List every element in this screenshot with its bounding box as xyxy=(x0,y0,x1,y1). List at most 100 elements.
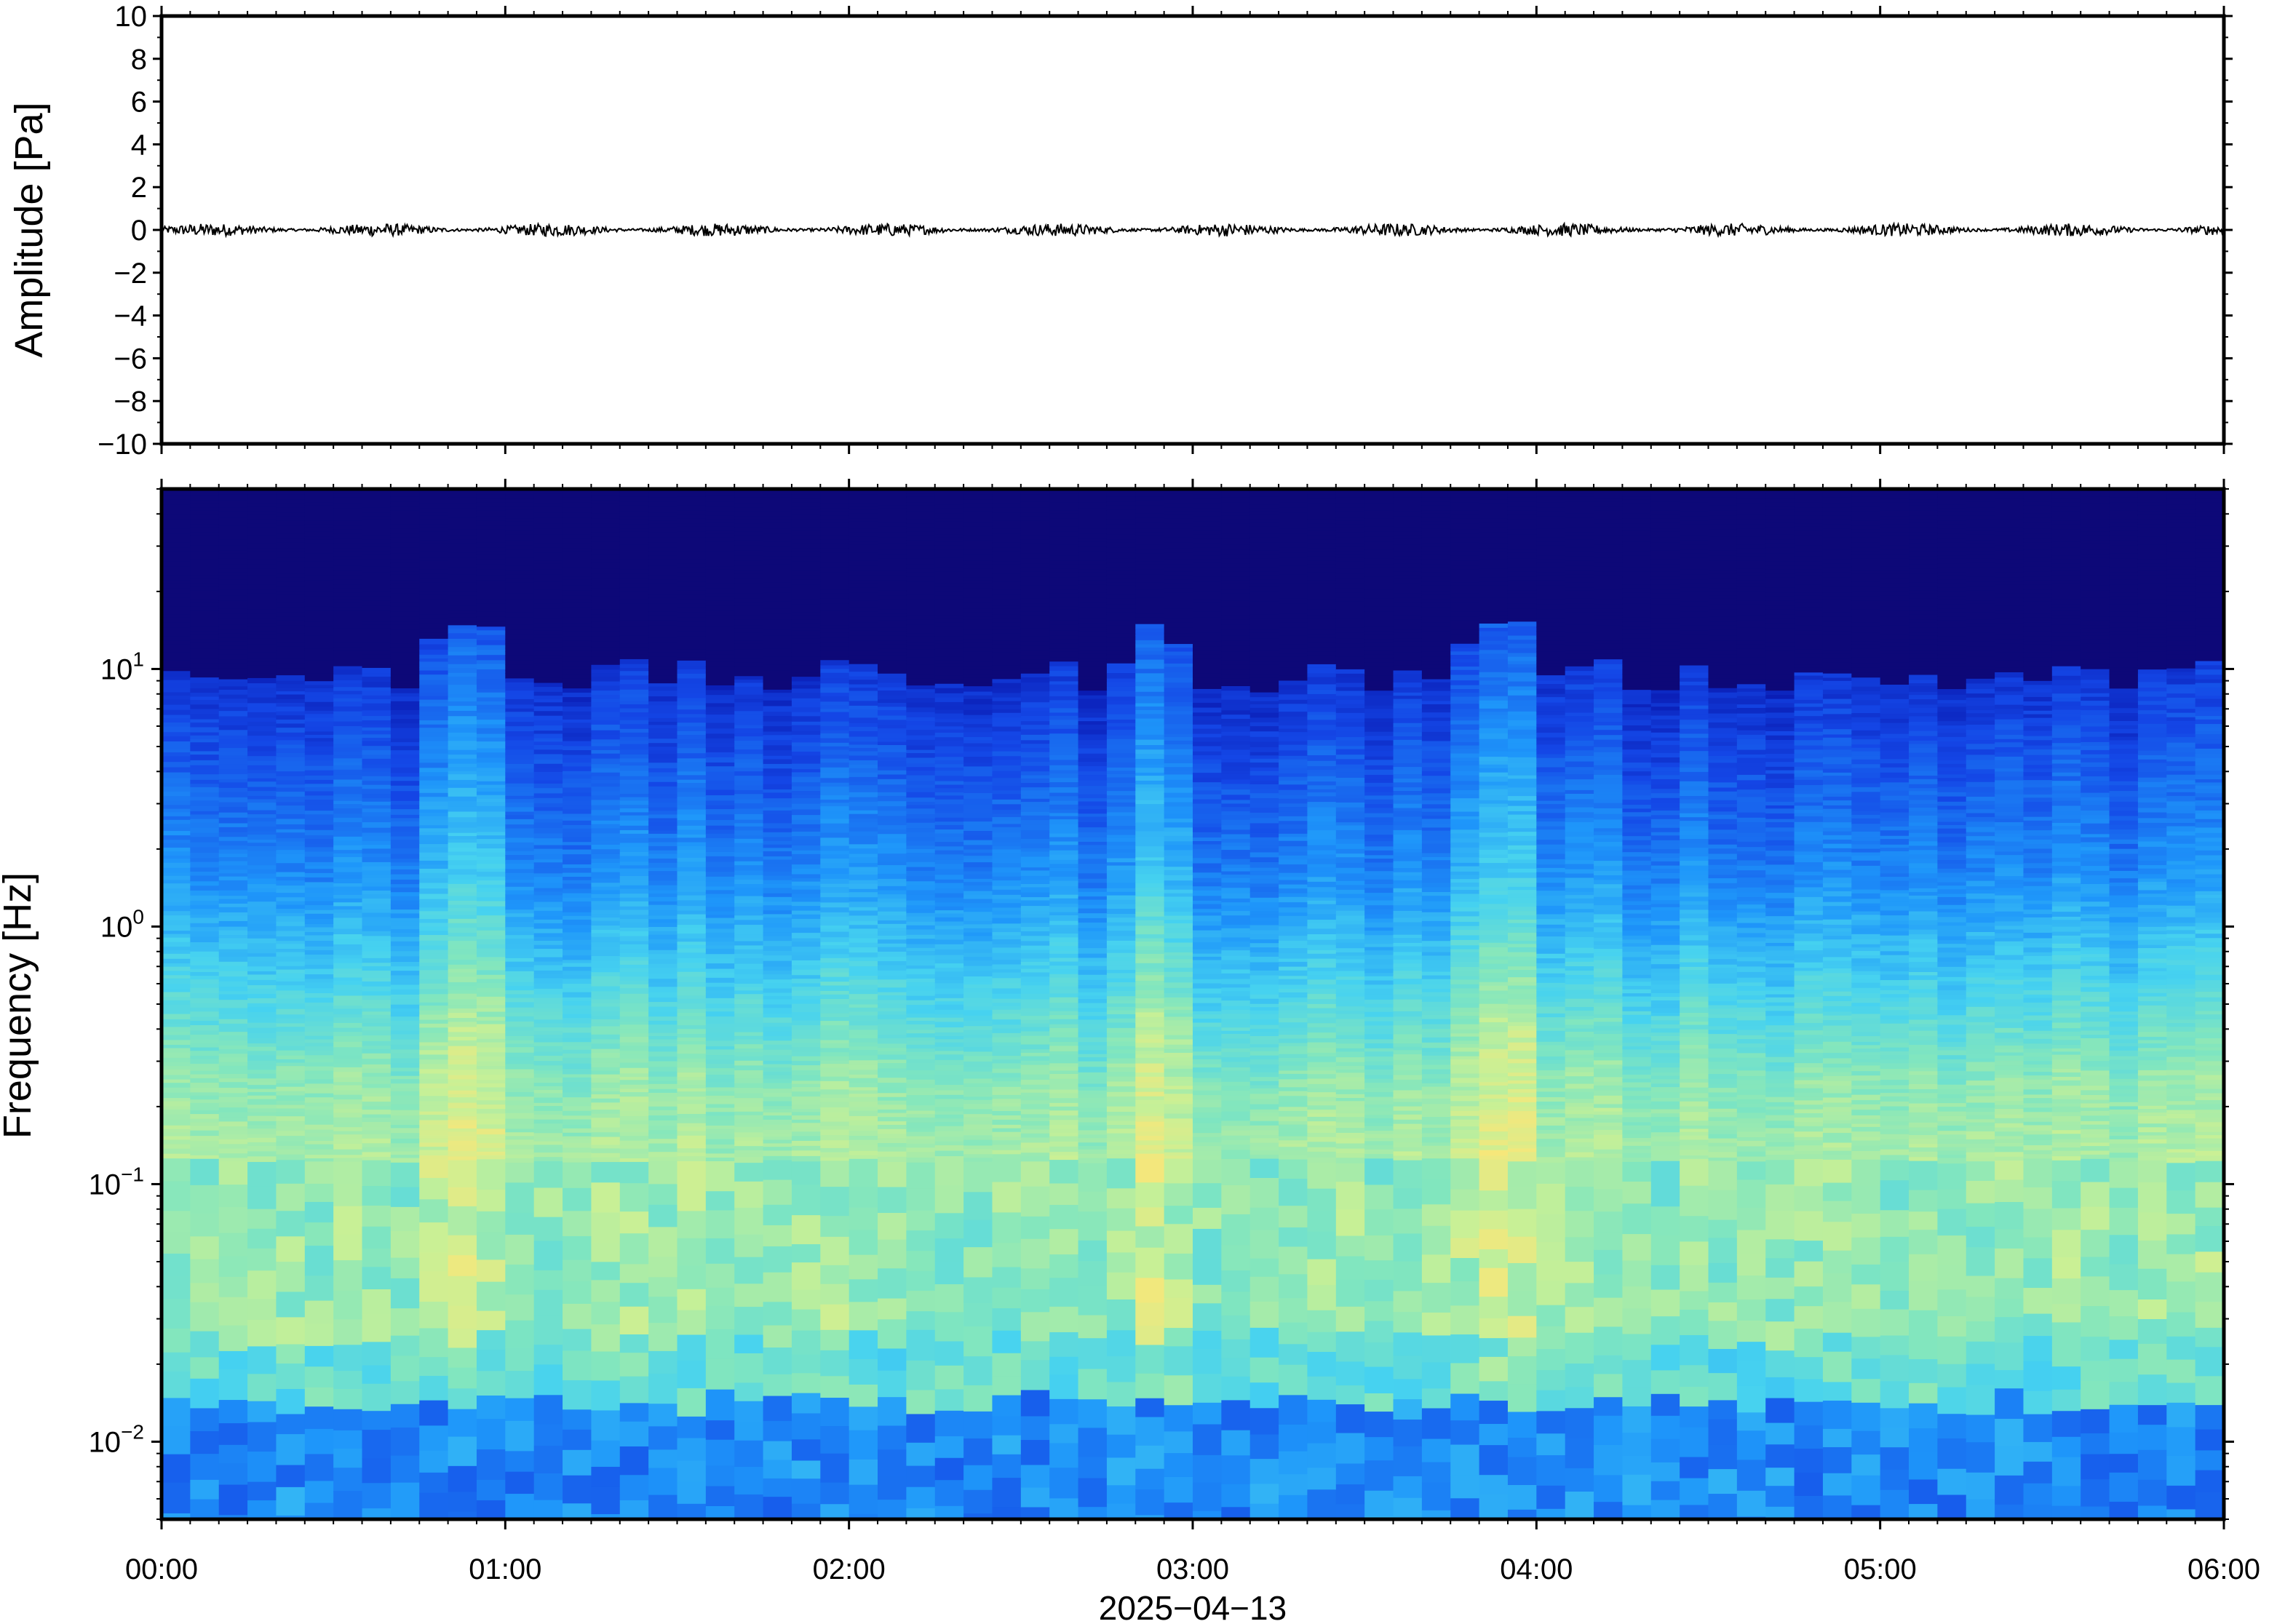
spectrogram-cell xyxy=(390,1119,420,1126)
spectrogram-cell xyxy=(276,829,306,833)
spectrogram-cell xyxy=(734,1013,764,1018)
spectrogram-cell xyxy=(190,696,220,701)
spectrogram-cell xyxy=(190,837,220,843)
spectrogram-cell xyxy=(304,901,334,906)
spectrogram-cell xyxy=(906,721,936,726)
spectrogram-cell xyxy=(619,559,649,565)
spectrogram-cell xyxy=(476,692,506,698)
spectrogram-cell xyxy=(619,1306,649,1335)
spectrogram-cell xyxy=(791,746,821,752)
spectrogram-cell xyxy=(705,1040,735,1047)
spectrogram-cell xyxy=(763,1083,792,1089)
spectrogram-cell xyxy=(476,957,506,962)
spectrogram-cell xyxy=(304,805,334,811)
spectrogram-cell xyxy=(333,808,363,814)
spectrogram-cell xyxy=(648,1143,678,1149)
spectrogram-cell xyxy=(476,564,506,570)
spectrogram-cell xyxy=(333,642,363,648)
spectrogram-cell xyxy=(476,1232,506,1261)
spectrogram-cell xyxy=(878,682,907,688)
spectrogram-cell xyxy=(734,759,764,763)
spectrogram-cell xyxy=(218,787,248,793)
spectrogram-cell xyxy=(705,829,735,835)
spectrogram-cell xyxy=(705,1329,735,1360)
spectrogram-cell xyxy=(820,701,850,706)
spectrogram-cell xyxy=(333,637,363,643)
spectrogram-cell xyxy=(906,841,936,846)
spectrogram-cell xyxy=(734,785,764,791)
spectrogram-cell xyxy=(849,928,878,934)
spectrogram-cell xyxy=(878,987,907,993)
spectrogram-cell xyxy=(333,701,363,707)
spectrogram-cell xyxy=(333,1127,363,1132)
spectrogram-cell xyxy=(791,881,821,886)
spectrogram-cell xyxy=(878,766,907,771)
spectrogram-cell xyxy=(476,516,506,521)
spectrogram-cell xyxy=(619,779,649,784)
spectrogram-cell xyxy=(247,884,277,889)
spectrogram-cell xyxy=(849,821,878,828)
spectrogram-cell xyxy=(934,1090,964,1096)
spectrogram-cell xyxy=(247,923,277,928)
spectrogram-cell xyxy=(218,1139,248,1145)
spectrogram-cell xyxy=(448,827,477,834)
spectrogram-cell xyxy=(734,615,764,621)
spectrogram-cell xyxy=(791,815,821,821)
spectrogram-cell xyxy=(820,1004,850,1008)
spectrogram-cell xyxy=(218,1032,248,1036)
spectrogram-cell xyxy=(878,1059,907,1064)
spectrogram-cell xyxy=(533,954,563,958)
spectrogram-cell xyxy=(820,511,850,517)
spectrogram-cell xyxy=(333,822,363,827)
spectrogram-cell xyxy=(677,705,707,710)
spectrogram-cell xyxy=(162,893,191,899)
waveform-y-tick-label: −2 xyxy=(114,258,147,290)
spectrogram-cell xyxy=(677,968,707,973)
spectrogram-cell xyxy=(304,751,334,756)
spectrogram-cell xyxy=(878,899,907,903)
spectrogram-cell xyxy=(419,832,449,836)
spectrogram-cell xyxy=(677,861,707,868)
spectrogram-cell xyxy=(763,928,792,933)
spectrogram-cell xyxy=(304,964,334,970)
spectrogram-cell xyxy=(705,588,735,594)
spectrogram-cell xyxy=(448,525,477,530)
spectrogram-cell xyxy=(247,901,277,907)
spectrogram-cell xyxy=(705,1003,735,1009)
spectrogram-cell xyxy=(734,511,764,517)
spectrogram-cell xyxy=(390,840,420,844)
spectrogram-cell xyxy=(190,735,220,740)
spectrogram-cell xyxy=(533,618,563,624)
spectrogram-cell xyxy=(390,709,420,715)
spectrogram-cell xyxy=(906,939,936,945)
spectrogram-cell xyxy=(820,990,850,995)
spectrogram-cell xyxy=(505,1371,535,1399)
spectrogram-cell xyxy=(705,923,735,930)
spectrogram-cell xyxy=(333,1371,363,1390)
spectrogram-cell xyxy=(619,654,649,660)
spectrogram-cell xyxy=(619,922,649,928)
spectrogram-cell xyxy=(190,1479,220,1500)
spectrogram-cell xyxy=(878,522,907,528)
spectrogram-cell xyxy=(533,608,563,613)
spectrogram-cell xyxy=(734,958,764,965)
spectrogram-cell xyxy=(419,907,449,912)
spectrogram-cell xyxy=(390,758,420,765)
spectrogram-cell xyxy=(591,554,621,560)
spectrogram-cell xyxy=(878,673,907,679)
spectrogram-cell xyxy=(476,664,506,670)
spectrogram-cell xyxy=(934,976,964,981)
spectrogram-cell xyxy=(419,1101,449,1107)
spectrogram-cell xyxy=(878,1298,907,1320)
spectrogram-cell xyxy=(533,698,563,703)
spectrogram-cell xyxy=(906,1030,936,1034)
spectrogram-cell xyxy=(878,890,907,895)
spectrogram-cell xyxy=(906,982,936,987)
spectrogram-cell xyxy=(218,659,248,664)
spectrogram-cell xyxy=(190,1088,220,1093)
spectrogram-cell xyxy=(476,525,506,530)
spectrogram-cell xyxy=(734,662,764,668)
spectrogram-cell xyxy=(934,888,964,894)
spectrogram-cell xyxy=(276,1211,306,1237)
spectrogram-cell xyxy=(619,918,649,923)
